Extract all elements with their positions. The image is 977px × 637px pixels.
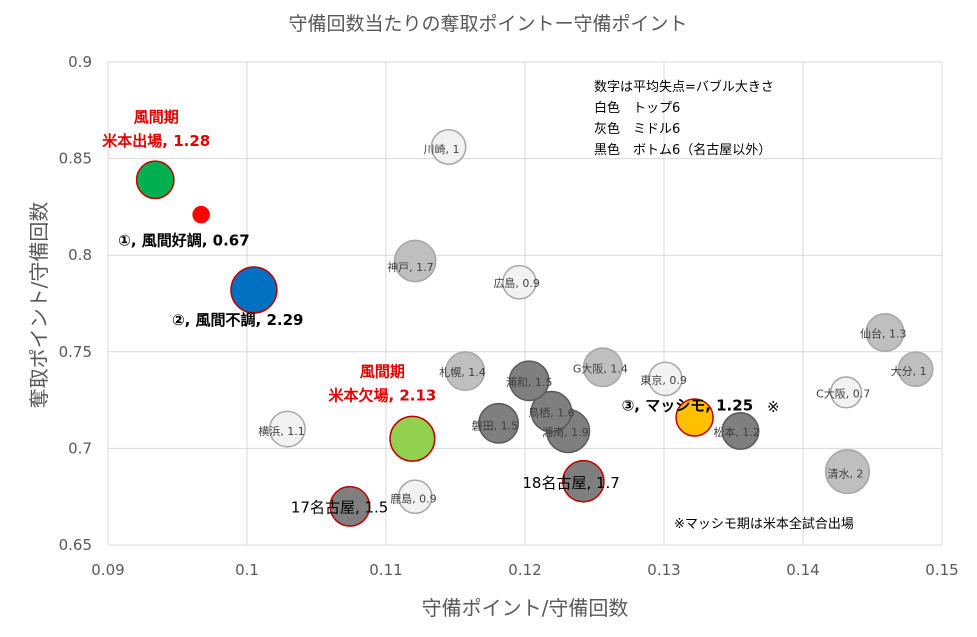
data-labels: 川崎, 1 神戸, 1.7 広島, 0.9 仙台, 1.3 札幌, 1.4 浦和, 1.5… — [102, 108, 926, 517]
x-tick-label: 0.09 — [91, 561, 124, 579]
data-label: 横浜, 1.1 — [258, 424, 305, 438]
data-label: 松本, 1.2 — [713, 425, 760, 439]
legend-note: 数字は平均失点=バブル大きさ 白色 トップ6 灰色 ミドル6 黒色 ボトム6（名… — [594, 79, 774, 158]
data-label: 風間期 — [360, 363, 405, 381]
data-label: 風間期 — [134, 108, 179, 126]
bubble — [329, 485, 371, 527]
data-label: 鹿島, 0.9 — [390, 492, 437, 506]
y-tick-label: 0.8 — [68, 246, 92, 264]
data-label: 大分, 1 — [891, 364, 927, 378]
data-label: C大阪, 0.7 — [816, 386, 870, 400]
bubbles — [135, 129, 934, 527]
x-tick-label: 0.13 — [647, 561, 680, 579]
data-label: 17名古屋, 1.5 — [291, 498, 388, 516]
footnote: ※マッシモ期は米本全試合出場 — [674, 516, 854, 532]
data-label: 神戸, 1.7 — [387, 260, 434, 274]
note-line-2: 白色 トップ6 — [594, 100, 680, 116]
y-tick-label: 0.85 — [59, 150, 92, 168]
bubble — [502, 264, 537, 300]
x-tick-label: 0.12 — [508, 561, 541, 579]
data-label: 湘南, 1.9 — [542, 425, 589, 439]
x-tick-label: 0.1 — [235, 561, 259, 579]
bubble — [562, 459, 605, 503]
data-label: 18名古屋, 1.7 — [522, 474, 619, 492]
x-axis-title: 守備ポイント/守備回数 — [422, 596, 629, 620]
y-tick-label: 0.7 — [68, 439, 92, 457]
data-label: 仙台, 1.3 — [860, 326, 907, 340]
note-line-1: 数字は平均失点=バブル大きさ — [594, 79, 774, 95]
data-label: 米本欠場, 2.13 — [328, 387, 436, 405]
data-label: 清水, 2 — [827, 468, 863, 481]
massimo-asterisk: ※ — [767, 398, 780, 416]
bubble — [829, 376, 863, 409]
bubble — [478, 402, 520, 444]
bubble — [389, 415, 436, 462]
data-label: 鳥栖, 1.6 — [528, 406, 575, 420]
data-label: 札幌, 1.4 — [439, 365, 486, 379]
data-label: 米本出場, 1.28 — [102, 132, 210, 150]
bubble — [192, 205, 210, 224]
bubble — [508, 360, 550, 402]
bubble — [430, 129, 467, 165]
bubble — [675, 398, 714, 437]
y-tick-label: 0.65 — [59, 536, 92, 554]
axis-ticks: 0.09 0.1 0.11 0.12 0.13 0.14 0.15 0.65 0.7 0.75 0.… — [59, 53, 959, 579]
data-label: 磐田, 1.5 — [472, 418, 518, 432]
bubble — [135, 160, 175, 200]
chart-title: 守備回数当たりの奪取ポイントー守備ポイント — [288, 13, 687, 35]
gridlines — [107, 61, 943, 546]
bubble — [397, 479, 433, 515]
bubble — [393, 239, 437, 283]
data-label: 川崎, 1 — [424, 142, 460, 156]
x-tick-label: 0.11 — [369, 561, 402, 579]
bubble — [530, 390, 573, 433]
bubble — [445, 351, 486, 392]
data-label: 東京, 0.9 — [640, 373, 687, 387]
data-label: 浦和, 1.5 — [506, 376, 553, 389]
note-line-4: 黒色 ボトム6（名古屋以外） — [594, 142, 771, 158]
data-label: 広島, 0.9 — [493, 276, 540, 290]
bubble — [865, 312, 905, 352]
data-label: G大阪, 1.4 — [573, 361, 628, 375]
y-tick-label: 0.75 — [59, 343, 92, 361]
bubble — [897, 351, 934, 388]
data-label: ②, 風間不調, 2.29 — [172, 311, 304, 329]
bubble — [230, 266, 278, 314]
bubble — [721, 411, 760, 451]
bubble — [648, 361, 683, 397]
bubble — [582, 347, 623, 388]
x-tick-label: 0.15 — [925, 561, 958, 579]
note-line-3: 灰色 ミドル6 — [594, 121, 680, 137]
y-axis-title: 奪取ポイント/守備回数 — [27, 202, 51, 409]
bubble — [824, 448, 871, 495]
data-label: ③, マッシモ, 1.25 — [622, 396, 754, 414]
x-tick-label: 0.14 — [786, 561, 819, 579]
data-label: ①, 風間好調, 0.67 — [118, 232, 250, 250]
y-tick-label: 0.9 — [68, 53, 92, 71]
bubble — [268, 410, 306, 448]
